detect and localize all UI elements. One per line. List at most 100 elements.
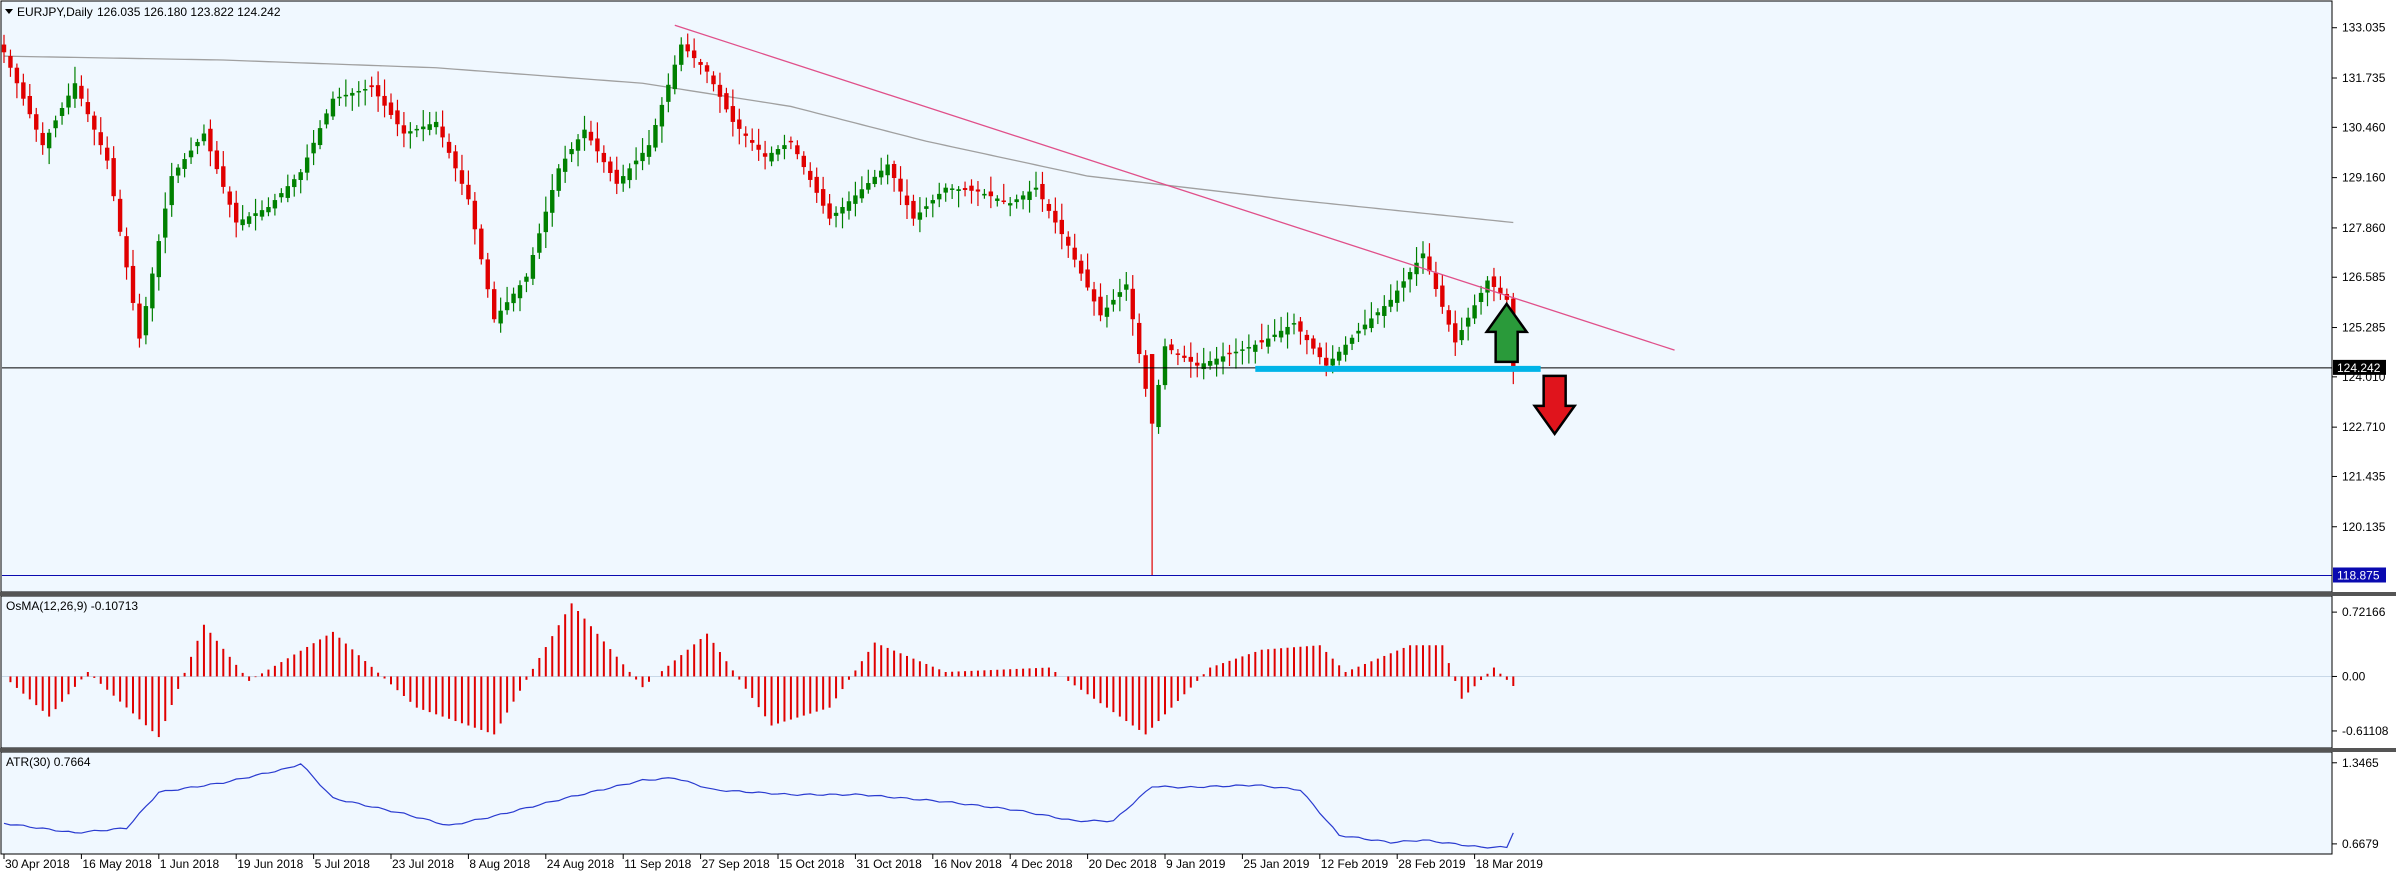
candle-body <box>672 64 677 90</box>
candle-body <box>608 161 613 173</box>
candle-body <box>1330 358 1335 366</box>
candle-body <box>879 170 884 178</box>
candle-body <box>72 83 78 99</box>
candle-body <box>85 102 91 115</box>
candle-body <box>1188 356 1193 362</box>
panel-divider-1[interactable] <box>0 592 2396 596</box>
panel-divider-2[interactable] <box>0 748 2396 752</box>
green-up-arrow[interactable] <box>1484 301 1530 364</box>
red-down-arrow[interactable] <box>1532 374 1578 437</box>
candle-body <box>601 152 607 163</box>
candle-body <box>382 95 387 106</box>
candle-body <box>298 172 303 180</box>
candle-body <box>1240 349 1245 351</box>
time-axis-label: 19 Jun 2018 <box>237 857 303 871</box>
candle-body <box>1420 253 1426 259</box>
resistance-trendline[interactable] <box>674 24 1675 351</box>
candlestick-series <box>1 33 1516 576</box>
osma-panel-background[interactable] <box>1 596 2332 748</box>
candle-body <box>1407 272 1413 280</box>
candle-body <box>982 193 987 196</box>
candle-body <box>988 191 994 197</box>
symbol-menu-icon[interactable] <box>5 9 13 14</box>
candle-body <box>304 157 310 173</box>
candle-body <box>685 44 690 52</box>
candle-body <box>930 200 935 204</box>
axes: 133.035 131.735 130.460 129.160 127.860 126.5… <box>3 21 2389 871</box>
candle-body <box>214 150 220 170</box>
candle-body <box>66 95 71 108</box>
price-axis-label: 130.460 <box>2342 120 2386 134</box>
candle-body <box>1446 310 1451 325</box>
candle-body <box>775 149 781 155</box>
time-axis-label: 9 Jan 2019 <box>1166 857 1226 871</box>
candle-body <box>21 82 26 99</box>
candle-body <box>195 142 200 147</box>
atr-axis-label: 0.6679 <box>2342 837 2379 851</box>
candle-body <box>898 178 903 192</box>
candle-body <box>388 102 394 115</box>
candle-body <box>1008 203 1013 206</box>
candle-body <box>659 104 665 127</box>
candle-body <box>188 150 194 158</box>
candle-body <box>201 133 207 142</box>
candle-body <box>814 176 819 193</box>
candle-body <box>691 50 697 59</box>
candle-body <box>575 139 581 151</box>
price-axis-label: 129.160 <box>2342 171 2386 185</box>
chart-annotations <box>2 24 2332 576</box>
candle-body <box>517 285 523 299</box>
candle-body <box>582 129 587 139</box>
candle-body <box>588 131 594 141</box>
candle-body <box>679 44 684 65</box>
candle-body <box>943 187 948 193</box>
candle-body <box>1278 330 1284 338</box>
time-axis-label: 25 Jan 2019 <box>1243 857 1309 871</box>
candle-body <box>1066 236 1071 246</box>
candle-body <box>1375 312 1381 316</box>
candle-body <box>446 141 452 153</box>
candle-body <box>324 113 329 125</box>
candle-body <box>143 306 149 336</box>
candle-body <box>169 176 174 206</box>
candle-body <box>1014 199 1019 203</box>
atr-line <box>3 763 1514 849</box>
candle-body <box>911 200 916 219</box>
candle-body <box>627 168 632 181</box>
time-axis-label: 8 Aug 2018 <box>469 857 530 871</box>
candle-body <box>1298 321 1303 332</box>
candle-body <box>1343 344 1348 355</box>
candle-body <box>853 195 858 204</box>
candle-body <box>1137 322 1142 355</box>
price-axis-label: 131.735 <box>2342 71 2386 85</box>
candle-body <box>556 168 561 191</box>
candle-body <box>737 119 742 129</box>
candle-body <box>330 98 336 117</box>
candle-body <box>1427 256 1432 272</box>
period-low-label: 118.875 <box>2337 568 2380 582</box>
candle-body <box>1078 260 1084 274</box>
candle-body <box>543 211 548 233</box>
time-axis-label: 27 Sep 2018 <box>702 857 770 871</box>
atr-panel-background[interactable] <box>1 752 2332 854</box>
candle-body <box>208 128 213 152</box>
time-axis-label: 23 Jul 2018 <box>392 857 454 871</box>
price-panel-background[interactable] <box>1 1 2332 592</box>
price-axis-label: 127.860 <box>2342 221 2386 235</box>
candle-body <box>246 216 252 224</box>
candle-body <box>1085 269 1090 288</box>
period-low-tag <box>2333 567 2386 583</box>
candle-body <box>666 84 671 102</box>
candle-body <box>8 56 13 68</box>
candle-body <box>956 189 961 191</box>
candle-body <box>227 191 232 205</box>
candle-body <box>1201 363 1206 370</box>
candle-body <box>240 219 245 226</box>
candle-body <box>846 201 852 211</box>
candle-body <box>485 259 490 290</box>
candle-body <box>1485 280 1490 293</box>
time-axis-label: 16 Nov 2018 <box>934 857 1002 871</box>
candle-body <box>704 65 710 72</box>
current-price-label: 124.242 <box>2337 361 2381 375</box>
